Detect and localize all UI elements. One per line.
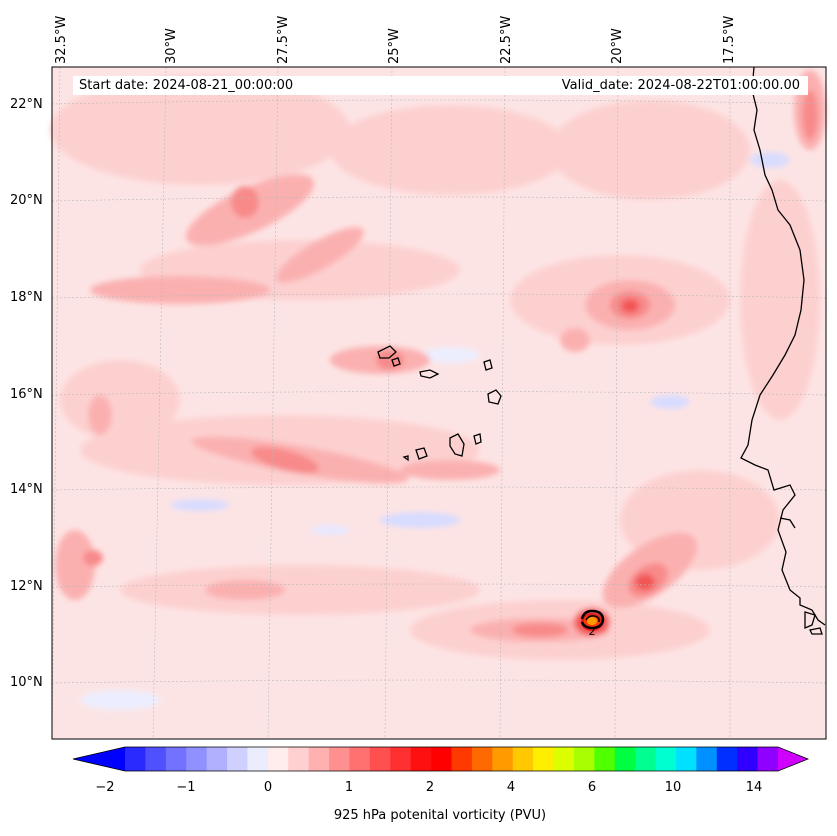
lon-label-20w: 20°W: [610, 28, 625, 64]
colorbar-swatch: [145, 747, 167, 771]
colorbar-tick: 2: [425, 780, 435, 795]
colorbar-swatch: [390, 747, 412, 771]
colorbar-swatch: [614, 747, 636, 771]
colorbar-swatch: [594, 747, 616, 771]
colorbar-swatch: [512, 747, 534, 771]
colorbar-swatch: [757, 747, 779, 771]
colorbar-tick: 10: [664, 780, 682, 795]
valid-date: Valid_date: 2024-08-22T01:00:00.00: [561, 78, 800, 93]
lon-label-17-5w: 17.5°W: [722, 15, 737, 64]
island-sao-vicente: [391, 357, 401, 367]
colorbar-tick: −1: [176, 780, 196, 795]
colorbar-swatch: [635, 747, 657, 771]
colorbar-swatch: [655, 747, 677, 771]
colorbar-swatch: [308, 747, 330, 771]
colorbar-outline: [72, 746, 810, 772]
start-date: Start date: 2024-08-21_00:00:00: [79, 78, 294, 93]
island-santiago: [449, 433, 465, 457]
colorbar-tick: 1: [344, 780, 354, 795]
lon-label-25w: 25°W: [387, 28, 402, 64]
island-boa-vista: [487, 389, 502, 405]
colorbar-swatch: [206, 747, 228, 771]
contour-label: 2: [589, 625, 596, 638]
colorbar-swatch: [431, 747, 452, 771]
lon-label-32-5w: 32.5°W: [54, 15, 69, 64]
lat-label-16n: 16°N: [10, 387, 43, 402]
colorbar-extend-max: [778, 747, 808, 771]
colorbar-swatch: [675, 747, 697, 771]
island-maio: [473, 433, 482, 445]
colorbar: [72, 746, 810, 772]
colorbar-tick: 4: [506, 780, 516, 795]
colorbar-swatch: [410, 747, 432, 771]
colorbar-swatch: [349, 747, 371, 771]
island-santo-antao: [377, 345, 397, 359]
lat-label-12n: 12°N: [10, 579, 43, 594]
colorbar-extend-min: [73, 747, 125, 771]
colorbar-swatch: [533, 747, 555, 771]
island-sao-nicolau: [419, 369, 440, 379]
island-sal: [483, 359, 493, 371]
island-fogo: [415, 447, 428, 460]
lat-label-18n: 18°N: [10, 290, 43, 305]
date-header: Start date: 2024-08-21_00:00:00 Valid_da…: [73, 76, 808, 95]
colorbar-swatch: [267, 747, 289, 771]
colorbar-tick: 14: [745, 780, 763, 795]
colorbar-swatch: [573, 747, 595, 771]
colorbar-swatch: [716, 747, 738, 771]
lat-label-14n: 14°N: [10, 482, 43, 497]
colorbar-tick: 0: [263, 780, 273, 795]
lon-label-27-5w: 27.5°W: [276, 15, 291, 64]
colorbar-tick: −2: [95, 780, 115, 795]
lat-label-10n: 10°N: [10, 675, 43, 690]
colorbar-swatch: [492, 747, 514, 771]
colorbar-swatch: [451, 747, 473, 771]
colorbar-swatch: [247, 747, 269, 771]
colorbar-swatch: [737, 747, 759, 771]
vortex-core: [580, 609, 605, 631]
african-coastline: [740, 66, 826, 626]
colorbar-tick: 6: [587, 780, 597, 795]
colorbar-swatch: [471, 747, 493, 771]
colorbar-swatch: [553, 747, 575, 771]
pv-field: [50, 70, 826, 710]
colorbar-swatch: [186, 747, 208, 771]
colorbar-title: 925 hPa potenital vorticity (PVU): [333, 808, 547, 823]
coastlines: [377, 66, 826, 635]
lon-label-22-5w: 22.5°W: [499, 15, 514, 64]
colorbar-swatch: [165, 747, 187, 771]
lat-label-20n: 20°N: [10, 193, 43, 208]
colorbar-swatch: [329, 747, 350, 771]
lat-label-22n: 22°N: [10, 97, 43, 112]
colorbar-swatch: [125, 747, 146, 771]
map-frame: [51, 66, 827, 740]
lon-label-30w: 30°W: [164, 28, 179, 64]
graticule: [51, 66, 827, 740]
colorbar-swatch: [227, 747, 248, 771]
colorbar-swatch: [288, 747, 310, 771]
colorbar-swatch: [369, 747, 391, 771]
colorbar-swatch: [696, 747, 718, 771]
